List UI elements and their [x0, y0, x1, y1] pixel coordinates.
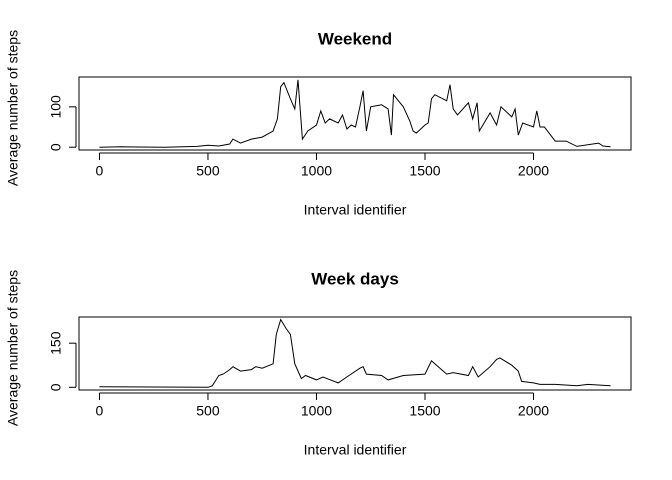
x-tick-label: 1500 [409, 163, 440, 179]
y-tick-label: 150 [48, 331, 64, 355]
x-tick-label: 1000 [301, 403, 332, 419]
panel-title: Weekend [318, 29, 392, 48]
x-tick-label: 1500 [409, 403, 440, 419]
plot-box [78, 76, 632, 151]
x-tick-label: 0 [96, 163, 104, 179]
x-tick-label: 2000 [518, 163, 549, 179]
x-axis-label: Interval identifier [304, 202, 407, 218]
y-axis-label: Average number of steps [5, 30, 21, 186]
x-tick-label: 500 [196, 163, 220, 179]
panel-title: Week days [311, 269, 399, 288]
x-tick-label: 0 [96, 403, 104, 419]
x-tick-label: 2000 [518, 403, 549, 419]
y-tick-label: 0 [48, 383, 64, 391]
y-tick-label: 100 [48, 95, 64, 119]
plot-box [78, 316, 632, 391]
x-tick-label: 1000 [301, 163, 332, 179]
y-tick-label: 0 [48, 143, 64, 151]
data-line [99, 79, 611, 148]
x-tick-label: 500 [196, 403, 220, 419]
x-axis-label: Interval identifier [304, 442, 407, 458]
data-line [99, 318, 611, 388]
y-axis-label: Average number of steps [5, 270, 21, 426]
